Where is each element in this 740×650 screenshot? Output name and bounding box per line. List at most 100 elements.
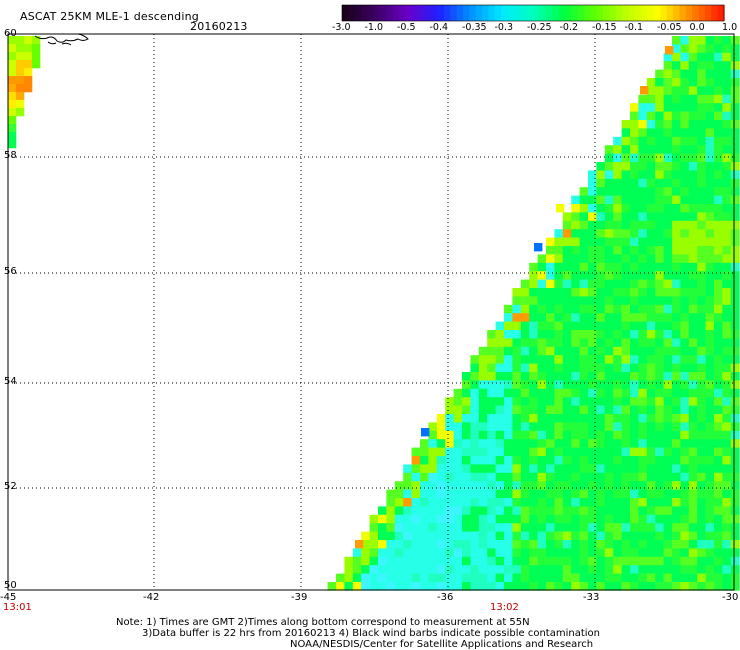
swath-cell [730,304,740,314]
swath-cell [470,380,480,390]
swath-cell [621,120,631,129]
swath-cell [697,279,706,289]
swath-cell [16,84,25,93]
swath-cell [663,220,673,230]
swath-cell [554,246,564,255]
swath-cell [436,506,446,516]
swath-cell [688,313,698,322]
swath-cell [520,397,530,406]
swath-cell [495,556,505,566]
swath-cell [672,254,681,264]
swath-cell [571,229,580,238]
swath-cell [596,321,606,331]
swath-cell [529,422,538,432]
colorbar-swatch [603,5,610,21]
swath-cell [571,523,580,532]
swath-cell [428,514,438,524]
colorbar-swatch [373,5,381,21]
swath-cell [529,380,538,390]
swath-cell [697,145,706,154]
swath-cell [512,296,522,306]
swath-cell [663,237,673,247]
swath-cell [680,288,690,297]
swath-cell [504,321,513,331]
swath-cell [630,271,639,280]
swath-cell [655,271,664,280]
swath-cell [680,279,690,289]
swath-cell [655,153,664,163]
swath-cell [378,523,387,532]
swath-cell [705,372,715,381]
swath-cell [722,237,732,247]
swath-cell [680,162,690,171]
swath-cell [730,363,740,373]
swath-cell [604,271,614,280]
swath-cell [680,439,690,448]
swath-cell [562,338,572,348]
swath-cell [562,464,572,474]
swath-cell [680,145,690,154]
swath-cell [453,430,463,440]
swath-cell [436,531,446,541]
swath-cell [520,447,530,457]
swath-cell [32,44,41,53]
swath-cell [554,363,564,373]
swath-cell [621,178,631,188]
swath-cell [630,531,639,541]
swath-cell [697,237,706,247]
swath-cell [705,296,715,306]
swath-cell [495,464,505,474]
swath-cell [714,61,723,70]
swath-cell [546,472,555,482]
swath-cell [722,472,732,482]
swath-cell [428,456,438,465]
swath-cell [621,145,631,154]
swath-cell [504,540,513,549]
swath-cell [411,548,421,558]
swath-cell [596,304,606,314]
swath-cell [470,422,480,432]
swath-cell [386,489,396,499]
swath-cell [621,229,631,238]
swath-cell [520,363,530,373]
swath-cell [638,481,648,490]
swath-cell [646,447,656,457]
swath-cell [722,556,732,566]
swath-cell [663,288,673,297]
swath-cell [394,548,404,558]
swath-cell [529,430,538,440]
swath-cell [705,111,715,121]
swath-cell [688,94,698,104]
swath-cell [638,372,648,381]
swath-cell [562,220,572,230]
colorbar-swatch [392,5,400,21]
swath-cell [730,220,740,230]
swath-cell [453,565,463,574]
swath-cell [588,355,597,364]
swath-cell [32,60,41,69]
colorbar-swatch [533,5,540,21]
swath-cell [672,338,681,348]
swath-cell [571,514,580,524]
swath-cell [8,116,17,125]
swath-cell [730,94,740,104]
swath-cell [588,187,597,196]
swath-cell [554,271,564,280]
swath-cell [554,338,564,348]
swath-cell [537,498,547,507]
swath-cell [722,573,732,583]
swath-cell [663,52,673,62]
swath-cell [8,84,17,93]
swath-cell [730,573,740,583]
swath-cell [537,582,547,591]
swath-cell [403,540,412,549]
swath-cell [688,523,698,532]
swath-cell [562,363,572,373]
swath-cell [722,447,732,457]
swath-cell [730,145,740,154]
swath-cell [529,405,538,415]
colorbar-swatch [679,5,687,21]
swath-cell [470,363,480,373]
swath-cell [621,195,631,205]
lon-label-33w: -33 [583,592,600,603]
